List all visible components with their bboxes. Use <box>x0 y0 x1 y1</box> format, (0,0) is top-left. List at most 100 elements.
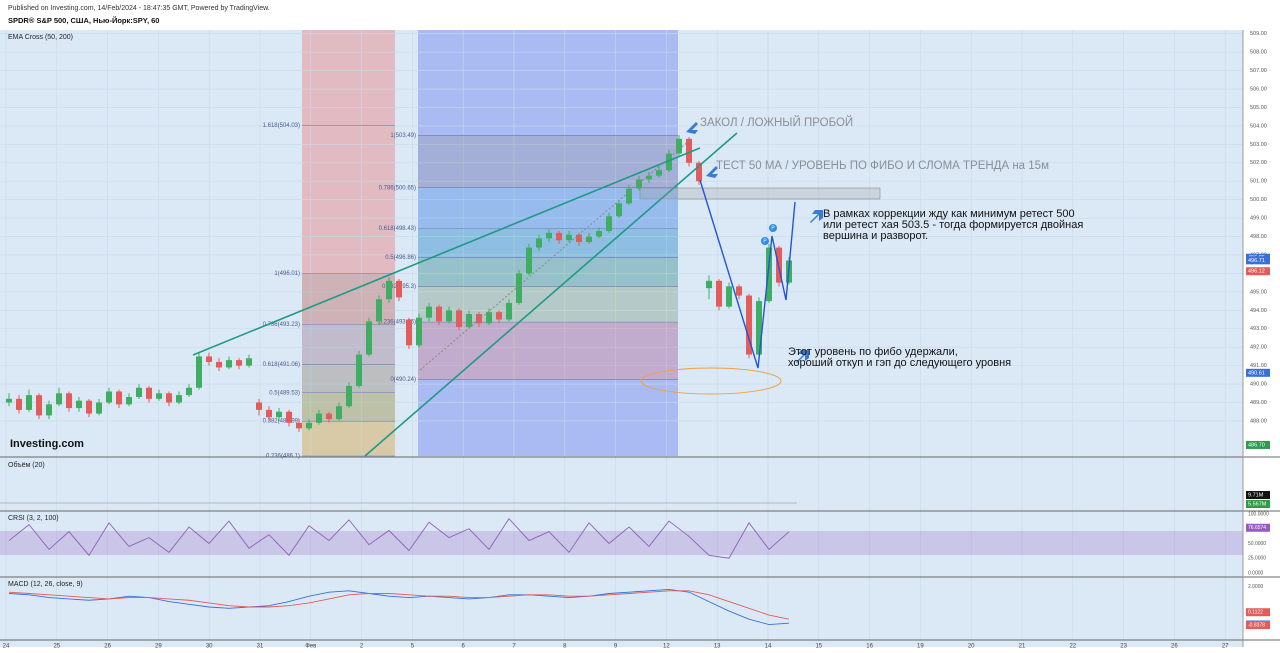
x-tick-label: 2 <box>360 644 364 650</box>
y-tick-label: 500.00 <box>1250 197 1267 203</box>
candle-body <box>466 314 472 327</box>
candle-body <box>56 393 62 405</box>
candle-body <box>756 301 762 355</box>
volume-tag <box>1246 500 1270 508</box>
candle-body <box>716 280 722 307</box>
candle-body <box>526 247 532 274</box>
annotation: хороший откуп и гэп до следующего уровня <box>788 357 1011 369</box>
fib-band <box>418 187 678 229</box>
volume-tag-label: 9.71M <box>1248 492 1264 498</box>
annotation: вершина и разворот. <box>823 230 928 242</box>
candle-body <box>176 395 182 403</box>
trendline <box>192 147 701 356</box>
annotation: Этот уровень по фибо удержали, <box>788 346 958 358</box>
y-tick-label: 489.00 <box>1250 400 1267 406</box>
fib-label: 0.5(489.53) <box>269 390 300 396</box>
x-tick-label: 27 <box>1222 644 1229 650</box>
x-tick-label: 29 <box>155 644 162 650</box>
x-tick-label: 26 <box>1171 644 1178 650</box>
price-tag <box>1246 256 1270 265</box>
fib-label: 0.382(487.99) <box>263 419 300 425</box>
x-tick-label: 30 <box>206 644 213 650</box>
candle-body <box>286 411 292 423</box>
indicator-line <box>8 588 790 626</box>
candle-body <box>566 234 572 241</box>
price-tag <box>1246 267 1270 276</box>
fib-label: 0.5(496.86) <box>385 255 416 261</box>
candle-body <box>226 360 232 368</box>
price-tag-label: 490.61 <box>1248 370 1265 376</box>
fib-label: 0.786(500.65) <box>379 185 416 191</box>
candle-body <box>106 391 112 403</box>
x-tick-label: 20 <box>968 644 975 650</box>
marker <box>761 237 769 245</box>
pane-label: CRSI (3, 2, 100) <box>8 515 59 522</box>
x-tick-label: 15 <box>815 644 822 650</box>
arrow-icon <box>686 122 698 134</box>
y-tick-label: 492.00 <box>1250 345 1267 351</box>
candle-body <box>216 361 222 368</box>
candle-body <box>186 387 192 396</box>
candle-body <box>656 170 662 176</box>
fib-label: 0(490.24) <box>390 377 416 383</box>
candle-body <box>456 310 462 327</box>
fib-label: 0.236(493.36) <box>379 320 416 326</box>
candle-body <box>316 413 322 423</box>
candle-body <box>396 280 402 298</box>
annotation: или ретест хая 503.5 - тогда формируется… <box>823 219 1083 231</box>
y-tick-label: 50.0000 <box>1248 541 1266 547</box>
price-tag <box>1246 368 1270 377</box>
main-pane: 488.00 489.00 490.00 491.00 492.00 493.00 494.… <box>0 30 1270 650</box>
candle-body <box>536 238 542 248</box>
x-tick-label: 6 <box>462 644 466 650</box>
pane-label: MACD (12, 26, close, 9) <box>8 581 83 588</box>
dotted-line <box>419 139 691 371</box>
candle-body <box>166 393 172 403</box>
candle-body <box>296 422 302 429</box>
candle-body <box>96 402 102 414</box>
candle-body <box>146 387 152 399</box>
crsi-band <box>0 531 1243 555</box>
zone-box <box>639 187 881 200</box>
candle-body <box>706 280 712 289</box>
fib-band <box>302 421 395 456</box>
y-tick-label: 490.00 <box>1250 382 1267 388</box>
x-tick-label: 26 <box>104 644 111 650</box>
candle-body <box>636 179 642 189</box>
y-tick-label: 506.00 <box>1250 86 1267 92</box>
fib-label: 1(496.01) <box>274 271 300 277</box>
y-tick-label: 502.00 <box>1250 160 1267 166</box>
indicator-line <box>8 590 790 620</box>
ellipse <box>640 367 782 395</box>
pane-label: EMA Cross (50, 200) <box>8 34 73 41</box>
fib-label: 1.618(504.03) <box>263 123 300 129</box>
candle-body <box>376 299 382 322</box>
candle-body <box>666 153 672 171</box>
candle-body <box>496 312 502 320</box>
price-tag-label: 496.71 <box>1248 258 1265 264</box>
indicator-line <box>8 517 790 559</box>
published-note: Published on Investing.com, 14/Feb/2024 … <box>8 5 270 12</box>
axis-tag <box>1246 523 1270 532</box>
candle-body <box>736 286 742 296</box>
candle-body <box>136 387 142 397</box>
candle-body <box>196 356 202 388</box>
y-tick-label: 508.00 <box>1250 50 1267 56</box>
x-tick-label: 12 <box>663 644 670 650</box>
candle-body <box>386 280 392 300</box>
projection <box>699 179 796 369</box>
y-tick-label: 505.00 <box>1250 105 1267 111</box>
y-tick-label: 0.0000 <box>1248 570 1264 576</box>
candle-body <box>486 312 492 324</box>
candle-body <box>46 404 52 416</box>
x-tick-label: 25 <box>53 644 60 650</box>
y-tick-label: 493.00 <box>1250 326 1267 332</box>
x-tick-label: 13 <box>714 644 721 650</box>
x-tick-label: 21 <box>1019 644 1026 650</box>
candle-body <box>426 306 432 318</box>
candle-body <box>76 400 82 409</box>
volume-tag-label: 5.567M <box>1248 501 1267 507</box>
candle-body <box>546 232 552 239</box>
candle-body <box>206 356 212 362</box>
candle-body <box>86 400 92 414</box>
